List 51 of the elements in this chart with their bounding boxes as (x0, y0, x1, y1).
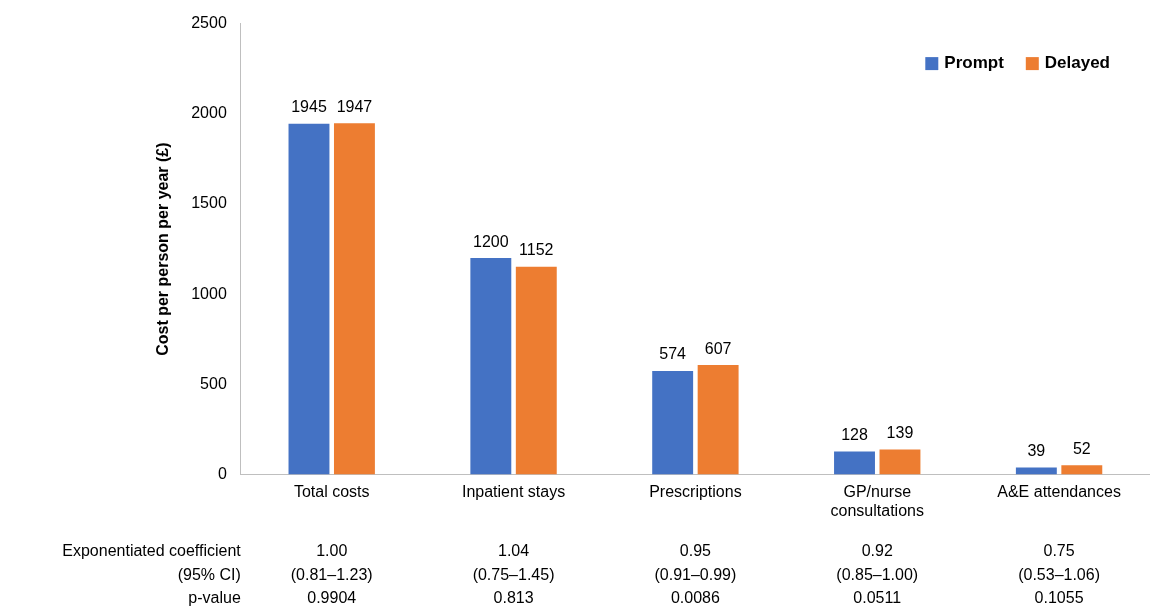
x-tick-label: Inpatient stays (461, 482, 566, 500)
data-label: 1200 (473, 232, 509, 250)
text: (0.53–1.06) (1018, 565, 1100, 583)
text: (0.91–0.99) (654, 565, 737, 583)
legend-label: Prompt (944, 53, 1005, 73)
text: p-value (188, 589, 241, 607)
bar (697, 365, 739, 475)
text: 0.0086 (670, 589, 720, 607)
data-label: 574 (659, 345, 687, 363)
x-tick-label: Total costs (293, 482, 370, 500)
text: (0.81–1.23) (290, 565, 373, 583)
bar (470, 258, 512, 475)
text: (95% CI) (177, 565, 241, 583)
text: (0.85–1.00) (836, 565, 919, 583)
text: 0.1055 (1034, 589, 1084, 607)
y-tick-label: 2000 (191, 104, 227, 122)
bar (333, 123, 375, 475)
y-tick-label: 1000 (191, 284, 227, 302)
legend-label: Delayed (1044, 53, 1110, 73)
text: 1.00 (316, 542, 348, 560)
bar (834, 451, 875, 475)
text: 0.0511 (853, 589, 902, 607)
bar (1061, 465, 1103, 475)
y-tick-label: 2500 (191, 14, 227, 32)
y-tick-label: 0 (217, 465, 227, 483)
data-label: 1152 (519, 241, 554, 259)
text: 0.92 (861, 542, 893, 560)
data-label: 139 (886, 423, 914, 441)
text: 1.04 (497, 542, 530, 560)
data-label: 39 (1027, 441, 1046, 459)
bar (879, 449, 921, 475)
text: Exponentiated coefficient (62, 542, 242, 560)
text: 0.813 (493, 589, 534, 607)
data-label: 1945 (291, 98, 327, 116)
bar (288, 123, 330, 475)
x-tick-label: GP/nurse consultations (830, 482, 924, 519)
bar (515, 266, 557, 475)
data-label: 607 (704, 339, 732, 357)
y-tick-label: 500 (200, 374, 227, 392)
text: 0.9904 (307, 589, 357, 607)
x-tick-label: A&E attendances (997, 482, 1121, 500)
data-label: 1947 (336, 97, 373, 115)
y-tick-label: 1500 (191, 194, 227, 212)
x-tick-label: Prescriptions (649, 482, 742, 500)
bar (652, 371, 694, 475)
data-label: 52 (1072, 439, 1091, 457)
text: 0.95 (679, 542, 712, 560)
text: (0.75–1.45) (472, 565, 555, 583)
y-axis-title: Cost per person per year (£) (154, 142, 172, 356)
data-label: 128 (841, 425, 868, 443)
text: 0.75 (1043, 542, 1075, 560)
